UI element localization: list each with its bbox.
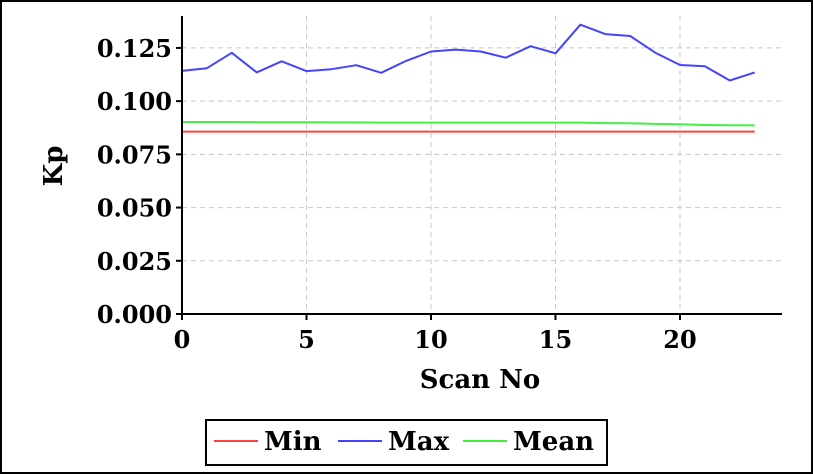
y-tick-label: 0.075 [97, 140, 172, 169]
y-axis-ticks: 0.000 0.025 0.050 0.075 0.100 0.125 [97, 34, 182, 329]
series-line-mean [182, 121, 755, 127]
x-tick-label: 20 [663, 325, 696, 354]
y-tick-label: 0.050 [97, 194, 172, 223]
legend-label-min: Min [264, 427, 322, 457]
y-tick-label: 0.100 [97, 87, 172, 116]
plot-area [180, 16, 782, 313]
legend-box [205, 419, 608, 466]
legend-label-max: Max [388, 427, 450, 457]
y-tick-label: 0.125 [97, 34, 172, 63]
y-tick-label: 0.000 [97, 300, 172, 329]
x-tick-label: 10 [414, 325, 447, 354]
y-axis-label: Kp [39, 146, 69, 187]
series-line-max [181, 23, 756, 82]
x-tick-label: 0 [174, 325, 191, 354]
y-tick-label: 0.025 [97, 247, 172, 276]
legend-label-mean: Mean [513, 427, 594, 457]
x-axis-ticks: 0 5 10 15 20 [174, 314, 697, 354]
x-axis-label: Scan No [420, 365, 541, 395]
legend: Min Max Mean [205, 419, 608, 466]
series-lines [181, 23, 756, 133]
x-tick-label: 15 [539, 325, 572, 354]
grid-lines [182, 16, 782, 314]
x-tick-label: 5 [298, 325, 315, 354]
